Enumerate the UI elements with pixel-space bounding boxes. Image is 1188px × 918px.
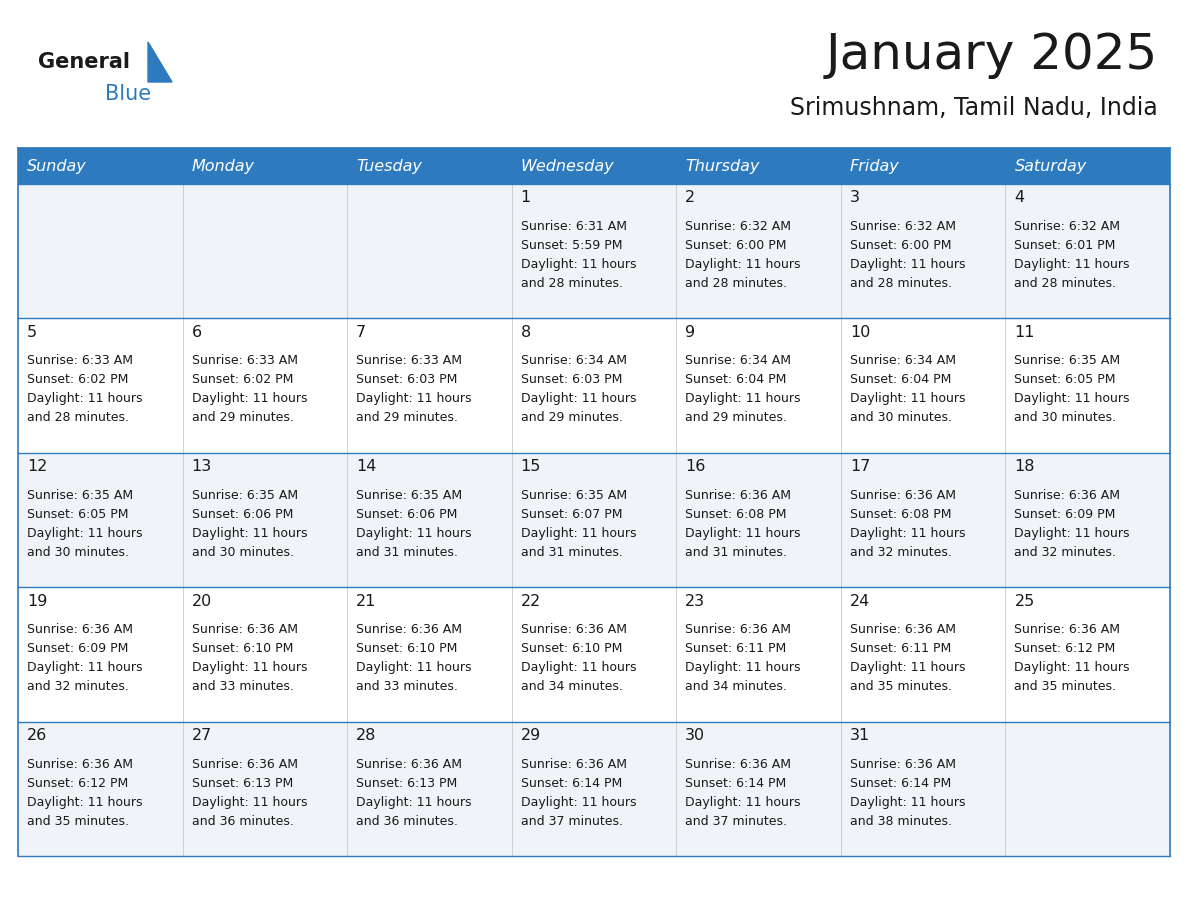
Text: 13: 13	[191, 459, 211, 475]
Text: Sunrise: 6:35 AM
Sunset: 6:05 PM
Daylight: 11 hours
and 30 minutes.: Sunrise: 6:35 AM Sunset: 6:05 PM Dayligh…	[1015, 354, 1130, 424]
Text: Sunrise: 6:35 AM
Sunset: 6:07 PM
Daylight: 11 hours
and 31 minutes.: Sunrise: 6:35 AM Sunset: 6:07 PM Dayligh…	[520, 488, 637, 559]
Text: 24: 24	[849, 594, 870, 609]
Text: Sunrise: 6:35 AM
Sunset: 6:06 PM
Daylight: 11 hours
and 31 minutes.: Sunrise: 6:35 AM Sunset: 6:06 PM Dayligh…	[356, 488, 472, 559]
Bar	[512, 148, 676, 184]
Text: 30: 30	[685, 728, 706, 743]
Text: Monday: Monday	[191, 159, 254, 174]
Text: 1: 1	[520, 191, 531, 206]
Text: Sunrise: 6:36 AM
Sunset: 6:14 PM
Daylight: 11 hours
and 38 minutes.: Sunrise: 6:36 AM Sunset: 6:14 PM Dayligh…	[849, 757, 966, 828]
Text: 5: 5	[27, 325, 37, 340]
Text: Sunrise: 6:32 AM
Sunset: 6:01 PM
Daylight: 11 hours
and 28 minutes.: Sunrise: 6:32 AM Sunset: 6:01 PM Dayligh…	[1015, 220, 1130, 290]
Text: Sunrise: 6:36 AM
Sunset: 6:08 PM
Daylight: 11 hours
and 32 minutes.: Sunrise: 6:36 AM Sunset: 6:08 PM Dayligh…	[849, 488, 966, 559]
Text: Sunrise: 6:31 AM
Sunset: 5:59 PM
Daylight: 11 hours
and 28 minutes.: Sunrise: 6:31 AM Sunset: 5:59 PM Dayligh…	[520, 220, 637, 290]
Text: 2: 2	[685, 191, 695, 206]
Text: 31: 31	[849, 728, 870, 743]
Text: Sunrise: 6:36 AM
Sunset: 6:11 PM
Daylight: 11 hours
and 35 minutes.: Sunrise: 6:36 AM Sunset: 6:11 PM Dayligh…	[849, 623, 966, 693]
Text: Sunrise: 6:36 AM
Sunset: 6:09 PM
Daylight: 11 hours
and 32 minutes.: Sunrise: 6:36 AM Sunset: 6:09 PM Dayligh…	[27, 623, 143, 693]
Text: Sunrise: 6:36 AM
Sunset: 6:13 PM
Daylight: 11 hours
and 36 minutes.: Sunrise: 6:36 AM Sunset: 6:13 PM Dayligh…	[191, 757, 307, 828]
Text: 11: 11	[1015, 325, 1035, 340]
Text: Thursday: Thursday	[685, 159, 759, 174]
Bar	[18, 184, 1170, 319]
Text: 19: 19	[27, 594, 48, 609]
Text: January 2025: January 2025	[826, 31, 1158, 79]
Text: 20: 20	[191, 594, 211, 609]
Bar	[18, 722, 1170, 856]
Text: 29: 29	[520, 728, 541, 743]
Text: Sunrise: 6:36 AM
Sunset: 6:12 PM
Daylight: 11 hours
and 35 minutes.: Sunrise: 6:36 AM Sunset: 6:12 PM Dayligh…	[27, 757, 143, 828]
Text: 23: 23	[685, 594, 706, 609]
Text: Srimushnam, Tamil Nadu, India: Srimushnam, Tamil Nadu, India	[790, 96, 1158, 120]
Text: Sunrise: 6:34 AM
Sunset: 6:04 PM
Daylight: 11 hours
and 30 minutes.: Sunrise: 6:34 AM Sunset: 6:04 PM Dayligh…	[849, 354, 966, 424]
Text: Sunrise: 6:32 AM
Sunset: 6:00 PM
Daylight: 11 hours
and 28 minutes.: Sunrise: 6:32 AM Sunset: 6:00 PM Dayligh…	[849, 220, 966, 290]
Text: Sunrise: 6:36 AM
Sunset: 6:10 PM
Daylight: 11 hours
and 33 minutes.: Sunrise: 6:36 AM Sunset: 6:10 PM Dayligh…	[191, 623, 307, 693]
Text: Sunday: Sunday	[27, 159, 87, 174]
Bar	[347, 148, 512, 184]
Text: General: General	[38, 52, 129, 72]
Text: 8: 8	[520, 325, 531, 340]
Bar	[18, 453, 1170, 588]
Text: Sunrise: 6:36 AM
Sunset: 6:10 PM
Daylight: 11 hours
and 34 minutes.: Sunrise: 6:36 AM Sunset: 6:10 PM Dayligh…	[520, 623, 637, 693]
Bar	[676, 148, 841, 184]
Bar	[18, 148, 183, 184]
Text: 18: 18	[1015, 459, 1035, 475]
Polygon shape	[148, 42, 172, 82]
Text: Sunrise: 6:36 AM
Sunset: 6:08 PM
Daylight: 11 hours
and 31 minutes.: Sunrise: 6:36 AM Sunset: 6:08 PM Dayligh…	[685, 488, 801, 559]
Text: Blue: Blue	[105, 84, 151, 104]
Text: 26: 26	[27, 728, 48, 743]
Text: 14: 14	[356, 459, 377, 475]
Text: Sunrise: 6:36 AM
Sunset: 6:11 PM
Daylight: 11 hours
and 34 minutes.: Sunrise: 6:36 AM Sunset: 6:11 PM Dayligh…	[685, 623, 801, 693]
Text: 3: 3	[849, 191, 860, 206]
Text: Sunrise: 6:34 AM
Sunset: 6:03 PM
Daylight: 11 hours
and 29 minutes.: Sunrise: 6:34 AM Sunset: 6:03 PM Dayligh…	[520, 354, 637, 424]
Bar	[18, 588, 1170, 722]
Text: 7: 7	[356, 325, 366, 340]
Text: 10: 10	[849, 325, 871, 340]
Text: Saturday: Saturday	[1015, 159, 1087, 174]
Text: Sunrise: 6:33 AM
Sunset: 6:03 PM
Daylight: 11 hours
and 29 minutes.: Sunrise: 6:33 AM Sunset: 6:03 PM Dayligh…	[356, 354, 472, 424]
Text: Sunrise: 6:32 AM
Sunset: 6:00 PM
Daylight: 11 hours
and 28 minutes.: Sunrise: 6:32 AM Sunset: 6:00 PM Dayligh…	[685, 220, 801, 290]
Bar	[18, 319, 1170, 453]
Text: Sunrise: 6:35 AM
Sunset: 6:05 PM
Daylight: 11 hours
and 30 minutes.: Sunrise: 6:35 AM Sunset: 6:05 PM Dayligh…	[27, 488, 143, 559]
Bar	[841, 148, 1005, 184]
Text: 9: 9	[685, 325, 695, 340]
Text: Sunrise: 6:33 AM
Sunset: 6:02 PM
Daylight: 11 hours
and 28 minutes.: Sunrise: 6:33 AM Sunset: 6:02 PM Dayligh…	[27, 354, 143, 424]
Text: Sunrise: 6:35 AM
Sunset: 6:06 PM
Daylight: 11 hours
and 30 minutes.: Sunrise: 6:35 AM Sunset: 6:06 PM Dayligh…	[191, 488, 307, 559]
Text: Friday: Friday	[849, 159, 899, 174]
Text: Sunrise: 6:36 AM
Sunset: 6:13 PM
Daylight: 11 hours
and 36 minutes.: Sunrise: 6:36 AM Sunset: 6:13 PM Dayligh…	[356, 757, 472, 828]
Text: 4: 4	[1015, 191, 1024, 206]
Text: 17: 17	[849, 459, 871, 475]
Text: Sunrise: 6:36 AM
Sunset: 6:14 PM
Daylight: 11 hours
and 37 minutes.: Sunrise: 6:36 AM Sunset: 6:14 PM Dayligh…	[520, 757, 637, 828]
Text: 27: 27	[191, 728, 211, 743]
Text: 21: 21	[356, 594, 377, 609]
Text: 16: 16	[685, 459, 706, 475]
Text: Tuesday: Tuesday	[356, 159, 422, 174]
Text: Sunrise: 6:36 AM
Sunset: 6:14 PM
Daylight: 11 hours
and 37 minutes.: Sunrise: 6:36 AM Sunset: 6:14 PM Dayligh…	[685, 757, 801, 828]
Text: 6: 6	[191, 325, 202, 340]
Text: Sunrise: 6:36 AM
Sunset: 6:12 PM
Daylight: 11 hours
and 35 minutes.: Sunrise: 6:36 AM Sunset: 6:12 PM Dayligh…	[1015, 623, 1130, 693]
Text: 25: 25	[1015, 594, 1035, 609]
Text: Sunrise: 6:34 AM
Sunset: 6:04 PM
Daylight: 11 hours
and 29 minutes.: Sunrise: 6:34 AM Sunset: 6:04 PM Dayligh…	[685, 354, 801, 424]
Text: 28: 28	[356, 728, 377, 743]
Text: Wednesday: Wednesday	[520, 159, 614, 174]
Text: Sunrise: 6:36 AM
Sunset: 6:10 PM
Daylight: 11 hours
and 33 minutes.: Sunrise: 6:36 AM Sunset: 6:10 PM Dayligh…	[356, 623, 472, 693]
Bar	[1005, 148, 1170, 184]
Text: 12: 12	[27, 459, 48, 475]
Text: 15: 15	[520, 459, 541, 475]
Bar	[183, 148, 347, 184]
Text: Sunrise: 6:36 AM
Sunset: 6:09 PM
Daylight: 11 hours
and 32 minutes.: Sunrise: 6:36 AM Sunset: 6:09 PM Dayligh…	[1015, 488, 1130, 559]
Text: 22: 22	[520, 594, 541, 609]
Text: Sunrise: 6:33 AM
Sunset: 6:02 PM
Daylight: 11 hours
and 29 minutes.: Sunrise: 6:33 AM Sunset: 6:02 PM Dayligh…	[191, 354, 307, 424]
